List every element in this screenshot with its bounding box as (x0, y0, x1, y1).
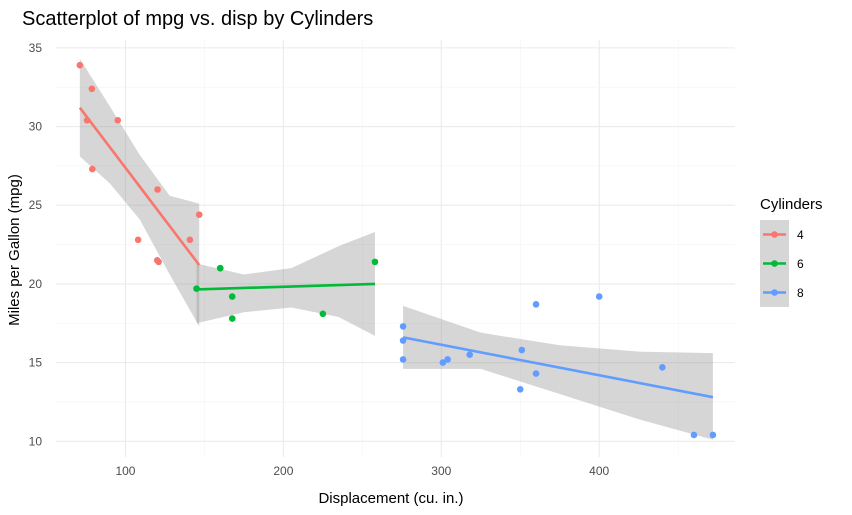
data-point-8 (659, 364, 666, 371)
data-point-4 (114, 116, 122, 124)
legend-key-6: 6 (760, 249, 804, 278)
data-point-6 (193, 285, 200, 292)
legend-key-8: 8 (760, 278, 804, 307)
y-tick-label: 20 (29, 277, 43, 291)
legend-key-point (771, 231, 778, 238)
legend-key-point (771, 289, 778, 296)
legend-label-6: 6 (797, 257, 804, 271)
data-point-6 (319, 310, 327, 318)
data-point-6 (228, 293, 236, 300)
data-point-4 (186, 236, 194, 244)
fit-line-8 (402, 336, 714, 399)
data-point-4 (76, 61, 84, 69)
x-tick-label: 300 (431, 464, 451, 478)
data-point-4 (155, 258, 162, 266)
data-point-8 (595, 293, 603, 300)
grid-layer (56, 40, 735, 457)
data-point-4 (89, 165, 96, 173)
legend-keys: 4 6 8 (760, 220, 804, 307)
confidence-band-4 (79, 58, 200, 327)
data-point-4 (134, 236, 142, 244)
legend: Cylinders 4 6 8 (760, 196, 823, 307)
data-point-6 (371, 258, 379, 266)
y-tick-label: 35 (29, 41, 43, 55)
data-point-8 (709, 431, 717, 439)
data-point-6 (228, 315, 236, 322)
confidence-band-8 (403, 305, 713, 440)
y-tick-label: 10 (29, 434, 43, 448)
legend-label-4: 4 (797, 228, 804, 242)
data-point-8 (532, 301, 540, 308)
fit-lines (78, 106, 714, 399)
legend-label-8: 8 (797, 286, 804, 300)
x-axis-title: Displacement (cu. in.) (318, 490, 463, 507)
y-tick-label: 25 (29, 198, 43, 212)
data-point-8 (399, 356, 407, 363)
confidence-band-6 (196, 231, 375, 336)
data-point-8 (439, 359, 447, 366)
data-point-4 (154, 186, 161, 193)
data-point-8 (690, 431, 698, 439)
data-point-8 (444, 356, 451, 363)
legend-key-4: 4 (760, 220, 804, 249)
legend-title: Cylinders (760, 196, 823, 213)
fit-line-4 (78, 106, 201, 266)
data-point-6 (216, 264, 224, 272)
data-point-8 (516, 386, 524, 393)
data-point-8 (399, 337, 407, 344)
tick-labels: 100 200 300 400 10 15 20 25 30 35 (29, 41, 610, 478)
data-point-8 (466, 351, 474, 359)
data-point-4 (83, 116, 91, 124)
chart-title: Scatterplot of mpg vs. disp by Cylinders (22, 8, 373, 30)
data-point-8 (399, 323, 407, 330)
fit-line-6 (196, 282, 376, 291)
x-tick-label: 400 (589, 464, 609, 478)
y-tick-label: 15 (29, 356, 43, 370)
y-axis-title: Miles per Gallon (mpg) (6, 174, 23, 326)
x-tick-label: 200 (273, 464, 293, 478)
data-point-8 (532, 370, 540, 377)
x-tick-label: 100 (115, 464, 135, 478)
data-points (76, 61, 717, 439)
y-tick-label: 30 (29, 120, 43, 134)
data-point-4 (195, 211, 203, 218)
data-point-4 (88, 85, 96, 93)
legend-key-point (771, 260, 778, 267)
confidence-bands (79, 58, 713, 440)
data-point-8 (518, 346, 526, 354)
